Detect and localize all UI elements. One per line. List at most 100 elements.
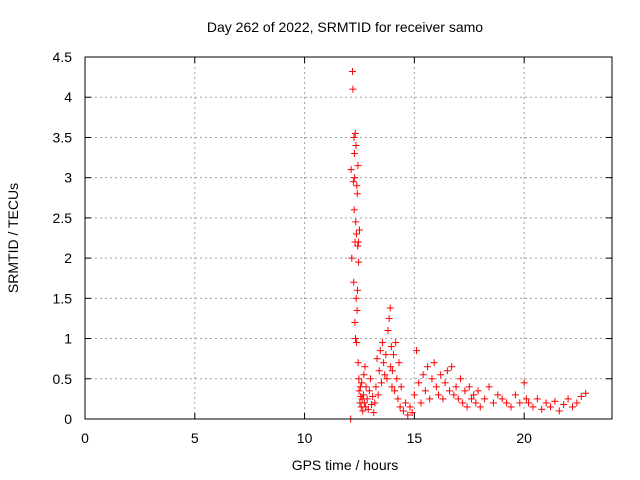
data-point (551, 397, 559, 405)
data-point (352, 294, 360, 302)
data-point (383, 375, 391, 383)
x-tick-labels: 0 5 10 15 20 (81, 430, 532, 446)
data-point (354, 286, 362, 294)
y-axis-label: SRMTID / TECUs (5, 183, 21, 293)
data-point (498, 395, 506, 403)
data-point (381, 371, 389, 379)
data-point (489, 399, 497, 407)
data-point (533, 395, 541, 403)
data-point (387, 363, 395, 371)
x-tick-label: 20 (516, 430, 532, 446)
data-point (408, 409, 416, 417)
data-point (443, 367, 451, 375)
data-point (377, 379, 385, 387)
data-point (522, 395, 530, 403)
data-point (363, 395, 371, 403)
data-point (355, 375, 363, 383)
data-point (465, 383, 473, 391)
data-point (448, 363, 456, 371)
y-tick-label: 4.5 (53, 49, 73, 65)
data-point (454, 395, 462, 403)
data-point (393, 375, 401, 383)
data-point (555, 407, 563, 415)
x-tick-label: 0 (81, 430, 89, 446)
data-point (365, 387, 373, 395)
data-point (360, 399, 368, 407)
y-tick-label: 2 (64, 250, 72, 266)
data-point (446, 387, 454, 395)
y-tick-label: 0.5 (53, 371, 73, 387)
data-point (459, 399, 467, 407)
y-tick-label: 3 (64, 170, 72, 186)
data-point (354, 359, 362, 367)
data-point (350, 133, 358, 141)
data-point (382, 351, 390, 359)
data-point (404, 411, 412, 419)
data-point (573, 399, 581, 407)
data-point (352, 230, 360, 238)
data-point (353, 182, 361, 190)
y-tick-labels: 0 0.5 1 1.5 2 2.5 3 3.5 4 4.5 (53, 49, 73, 427)
data-point (481, 395, 489, 403)
data-point (355, 258, 363, 266)
data-point (503, 399, 511, 407)
data-point (441, 379, 449, 387)
data-point (402, 399, 410, 407)
data-point (387, 343, 395, 351)
x-tick-label: 10 (297, 430, 313, 446)
data-point (564, 395, 572, 403)
data-point (419, 371, 427, 379)
grid (85, 57, 612, 419)
data-point (364, 405, 372, 413)
data-point (374, 391, 382, 399)
data-point (354, 162, 362, 170)
data-point (388, 383, 396, 391)
data-point (376, 347, 384, 355)
data-point (352, 218, 360, 226)
data-point (375, 367, 383, 375)
data-point (450, 391, 458, 399)
data-point (373, 355, 381, 363)
data-point (362, 383, 370, 391)
data-point (395, 359, 403, 367)
data-point (461, 387, 469, 395)
data-point (439, 395, 447, 403)
data-point (507, 403, 515, 411)
data-point (371, 399, 379, 407)
data-point (349, 178, 357, 186)
data-point (529, 403, 537, 411)
y-tick-label: 2.5 (53, 210, 73, 226)
data-point (494, 391, 502, 399)
data-point (370, 409, 378, 417)
data-point (463, 403, 471, 411)
data-point (396, 403, 404, 411)
data-point (568, 403, 576, 411)
data-point (351, 129, 359, 137)
data-point (385, 314, 393, 322)
data-point (435, 391, 443, 399)
data-point (415, 379, 423, 387)
data-point (361, 363, 369, 371)
data-point (582, 389, 590, 397)
data-point (577, 392, 585, 400)
data-point (352, 141, 360, 149)
y-tick-label: 0 (64, 411, 72, 427)
data-point (386, 304, 394, 312)
data-point (355, 226, 363, 234)
data-point (348, 254, 356, 262)
data-point (467, 395, 475, 403)
data-point (384, 327, 392, 335)
data-point (391, 387, 399, 395)
data-point (349, 85, 357, 93)
data-point (428, 375, 436, 383)
data-point (520, 379, 528, 387)
y-tick-label: 1 (64, 331, 72, 347)
data-point (456, 375, 464, 383)
data-point (424, 363, 432, 371)
data-point (354, 238, 362, 246)
data-point (388, 367, 396, 375)
data-point (511, 391, 519, 399)
data-point (359, 391, 367, 399)
data-point (421, 387, 429, 395)
